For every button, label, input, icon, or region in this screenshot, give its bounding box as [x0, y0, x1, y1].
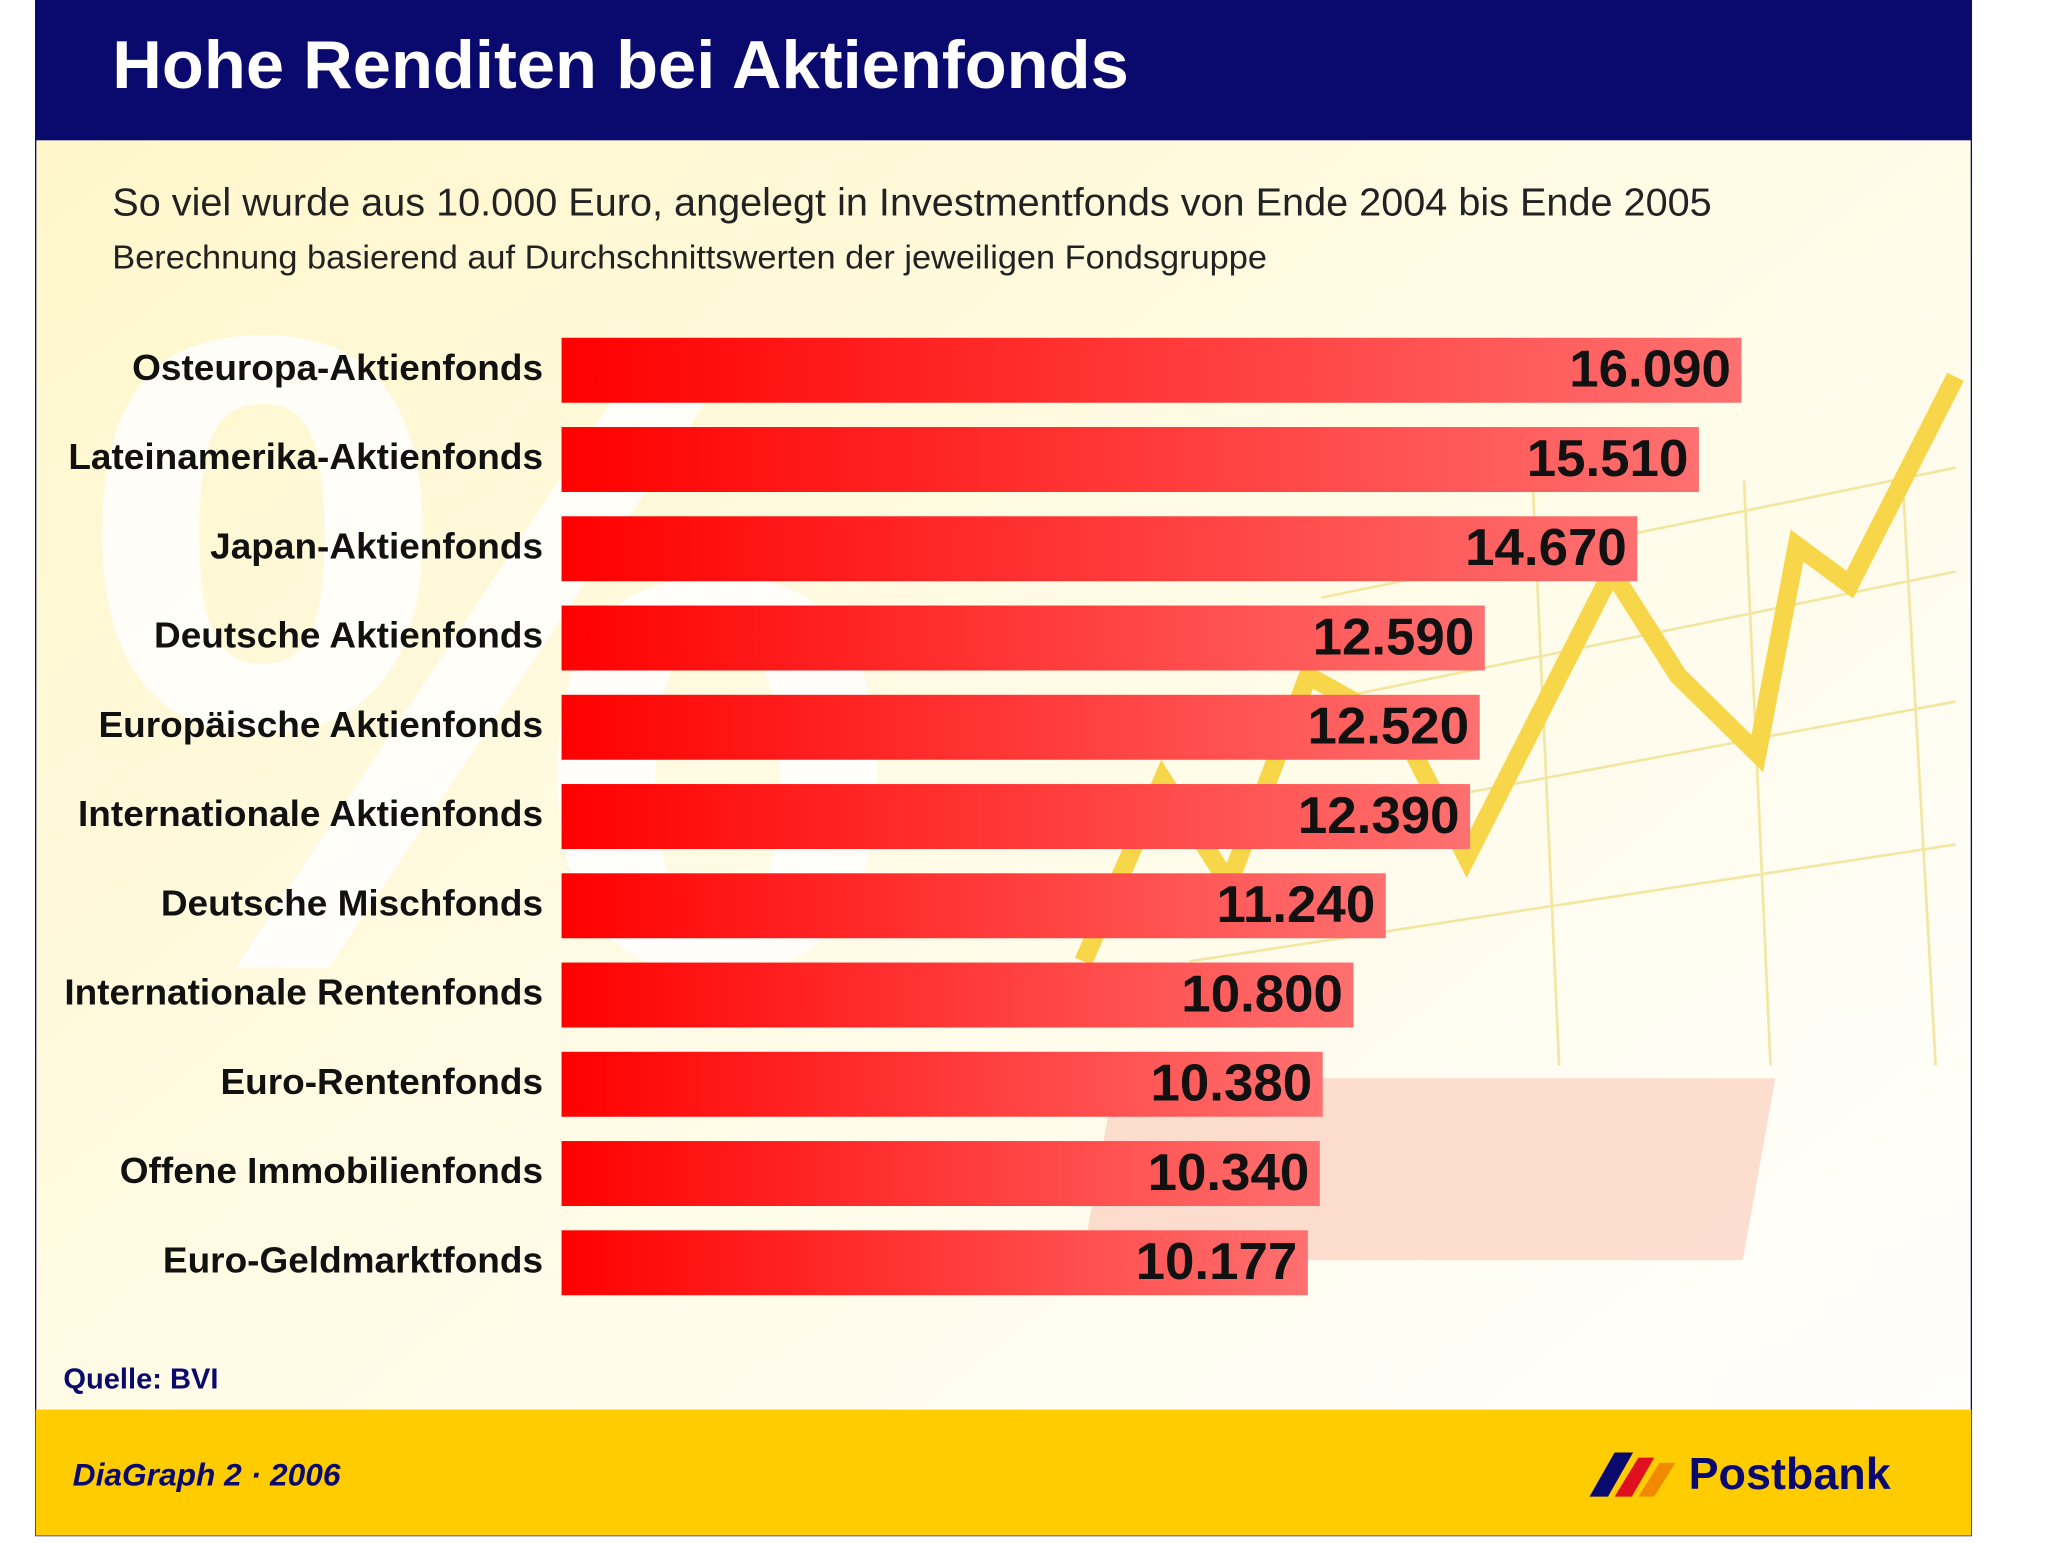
category-label: Deutsche Mischfonds [161, 883, 543, 924]
category-label: Internationale Aktienfonds [78, 793, 543, 834]
bar [561, 516, 1638, 582]
bar [561, 1230, 1308, 1296]
category-label: Euro-Geldmarktfonds [163, 1240, 543, 1281]
bar [561, 605, 1485, 671]
value-label: 14.670 [1465, 519, 1627, 577]
bar [561, 1051, 1323, 1117]
brand-logo [1589, 1452, 1676, 1497]
bar [561, 427, 1699, 492]
category-label: Deutsche Aktienfonds [154, 615, 543, 656]
value-label: 12.390 [1298, 787, 1460, 845]
value-label: 10.380 [1151, 1055, 1313, 1113]
category-label: Japan-Aktienfonds [210, 526, 543, 567]
bar [561, 962, 1354, 1028]
value-label: 11.240 [1217, 876, 1376, 934]
value-label: 16.090 [1569, 341, 1731, 399]
footer: DiaGraph 2 · 2006 [73, 1458, 341, 1493]
trend-decoration [1074, 372, 1964, 965]
value-label: 10.177 [1136, 1233, 1298, 1291]
header [35, 0, 1972, 141]
category-label: Euro-Rentenfonds [221, 1061, 544, 1102]
bar [561, 694, 1480, 760]
brand: Postbank [1689, 1450, 1891, 1499]
subtitle: So viel wurde aus 10.000 Euro, angelegt … [112, 181, 1711, 225]
chart-title: Hohe Renditen bei Aktienfonds [112, 28, 1129, 103]
value-label: 10.340 [1148, 1144, 1310, 1202]
source: Quelle: BVI [63, 1364, 218, 1396]
value-label: 10.800 [1181, 966, 1343, 1024]
bar [561, 337, 1742, 403]
category-label: Europäische Aktienfonds [99, 704, 544, 745]
bar [561, 1141, 1320, 1207]
category-label: Osteuropa-Aktienfonds [132, 347, 543, 388]
value-label: 15.510 [1527, 430, 1689, 488]
category-label: Offene Immobilienfonds [120, 1150, 543, 1191]
footer-band [35, 1409, 1972, 1536]
value-label: 12.520 [1307, 698, 1469, 756]
category-label: Lateinamerika-Aktienfonds [68, 436, 543, 477]
bar [561, 873, 1386, 939]
bar [561, 784, 1471, 850]
category-label: Internationale Rentenfonds [64, 972, 543, 1013]
banknote-decoration [1082, 1078, 1776, 1261]
value-label: 12.590 [1313, 609, 1475, 667]
note: Berechnung basierend auf Durchschnittswe… [112, 239, 1267, 277]
